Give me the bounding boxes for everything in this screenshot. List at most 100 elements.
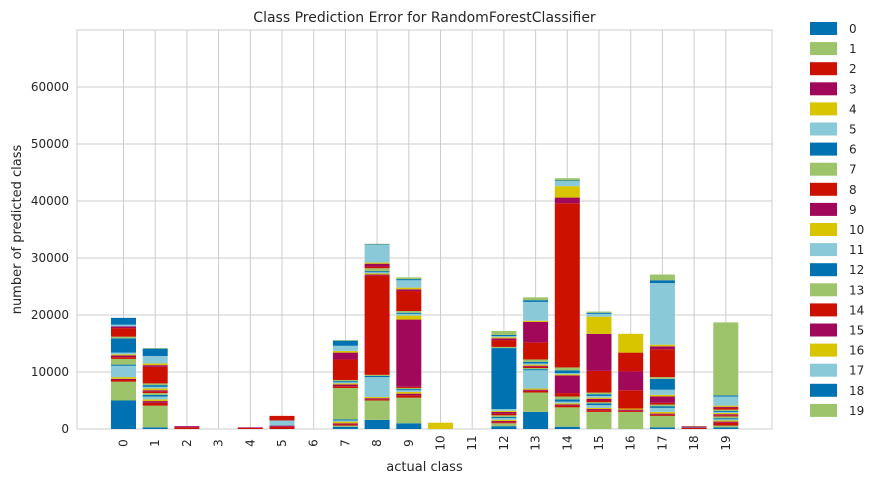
legend-swatch bbox=[810, 102, 837, 116]
bar-segment-class-19-pred-11 bbox=[713, 411, 739, 414]
bar-segment-class-13-pred-17 bbox=[523, 301, 549, 321]
bar-segment-class-19-pred-15 bbox=[713, 406, 739, 408]
x-tick-label: 19 bbox=[719, 435, 733, 450]
x-tick-labels: 0 1 2 3 4 5 6 7 8 9 10 11 12 13 14 15 16 17 18 19 bbox=[117, 435, 733, 450]
bar-segment-class-8-pred-16 bbox=[364, 262, 390, 264]
bar-segment-class-8-pred-15 bbox=[364, 263, 390, 267]
legend-label: 16 bbox=[849, 344, 864, 358]
legend-label: 17 bbox=[849, 364, 864, 378]
bar-segment-class-18-pred-8 bbox=[681, 426, 707, 427]
bar-segment-class-14-pred-15 bbox=[554, 197, 580, 204]
bar-segment-class-15-pred-3 bbox=[586, 409, 612, 411]
bar-segment-class-17-pred-3 bbox=[649, 413, 675, 415]
bar-segment-class-13-pred-14 bbox=[523, 342, 549, 360]
legend-swatch bbox=[810, 263, 837, 277]
bar-segment-class-9-pred-2 bbox=[396, 395, 422, 398]
bar-segment-class-0-pred-13 bbox=[111, 336, 136, 339]
bar-segment-class-7-pred-6 bbox=[332, 419, 358, 421]
bar-segment-class-14-pred-6 bbox=[554, 399, 580, 402]
bar-segment-class-7-pred-8 bbox=[332, 386, 358, 388]
legend-label: 9 bbox=[849, 203, 857, 217]
bar-segment-class-12-pred-13 bbox=[491, 346, 517, 349]
x-tick-label: 14 bbox=[560, 435, 574, 450]
x-tick-label: 3 bbox=[212, 439, 226, 447]
bar-segment-class-8-pred-9 bbox=[364, 274, 390, 276]
bar-segment-class-1-pred-12 bbox=[142, 385, 168, 387]
bar-segment-class-13-pred-18 bbox=[523, 300, 549, 302]
bar-segment-class-13-pred-6 bbox=[523, 369, 549, 371]
bar-segment-class-0-pred-9 bbox=[111, 355, 136, 358]
bar-segment-class-9-pred-14 bbox=[396, 291, 422, 312]
bar-segment-class-5-pred-2 bbox=[269, 426, 295, 429]
bar-segment-class-0-pred-11 bbox=[111, 352, 136, 355]
legend-swatch bbox=[810, 403, 837, 417]
bar-segment-class-1-pred-7 bbox=[142, 393, 168, 395]
bar-segment-class-12-pred-10 bbox=[491, 410, 517, 412]
bar-segment-class-7-pred-2 bbox=[332, 424, 358, 426]
bar-segment-class-17-pred-16 bbox=[649, 344, 675, 347]
bar-segment-class-8-pred-12 bbox=[364, 271, 390, 273]
bar-segment-class-9-pred-16 bbox=[396, 287, 422, 290]
bar-segment-class-2-pred-3 bbox=[174, 426, 200, 428]
x-tick-label: 2 bbox=[180, 439, 194, 447]
bar-segment-class-15-pred-10 bbox=[586, 397, 612, 399]
bar-segment-class-16-pred-9 bbox=[618, 371, 644, 391]
bar-segment-class-9-pred-7 bbox=[396, 387, 422, 390]
bar-segment-class-14-pred-9 bbox=[554, 375, 580, 394]
bar-segment-class-1-pred-0 bbox=[142, 427, 168, 429]
bar-segment-class-1-pred-1 bbox=[142, 405, 168, 428]
bar-segment-class-13-pred-9 bbox=[523, 365, 549, 367]
bar-segment-class-1-pred-18 bbox=[142, 348, 168, 357]
bar-segment-class-0-pred-6 bbox=[111, 364, 136, 366]
bar-segment-class-17-pred-8 bbox=[649, 402, 675, 405]
bar-segment-class-7-pred-0 bbox=[332, 426, 358, 429]
bar-segment-class-15-pred-14 bbox=[586, 370, 612, 393]
bar-segment-class-15-pred-13 bbox=[586, 392, 612, 395]
y-tick-label: 10000 bbox=[31, 365, 69, 379]
bar-segment-class-19-pred-16 bbox=[713, 405, 739, 407]
x-tick-label: 15 bbox=[592, 435, 606, 450]
bar-segment-class-13-pred-0 bbox=[523, 411, 549, 429]
bar-segment-class-8-pred-8 bbox=[364, 275, 390, 375]
legend-label: 15 bbox=[849, 324, 864, 338]
bar-segment-class-13-pred-8 bbox=[523, 366, 549, 369]
bar-segment-class-17-pred-5 bbox=[649, 407, 675, 412]
bar-segment-class-13-pred-7 bbox=[523, 368, 549, 370]
legend-label: 14 bbox=[849, 303, 864, 317]
bar-segment-class-13-pred-10 bbox=[523, 364, 549, 366]
bar-segment-class-0-pred-10 bbox=[111, 354, 136, 356]
bar-segment-class-1-pred-3 bbox=[142, 401, 168, 403]
bar-segment-class-7-pred-7 bbox=[332, 387, 358, 420]
bar-segment-class-16-pred-4 bbox=[618, 408, 644, 410]
bar-segment-class-16-pred-14 bbox=[618, 352, 644, 372]
bar-segment-class-19-pred-5 bbox=[713, 419, 739, 421]
bar-segment-class-13-pred-19 bbox=[523, 297, 549, 301]
bar-segment-class-8-pred-14 bbox=[364, 266, 390, 269]
x-tick-label: 1 bbox=[148, 439, 162, 447]
legend-label: 19 bbox=[849, 404, 864, 418]
bar-segment-class-12-pred-1 bbox=[491, 423, 517, 427]
bar-segment-class-14-pred-19 bbox=[554, 178, 580, 181]
bar-segment-class-9-pred-17 bbox=[396, 280, 422, 288]
bar-segment-class-17-pred-11 bbox=[649, 389, 675, 395]
bar-segment-class-7-pred-9 bbox=[332, 384, 358, 387]
bar-segment-class-0-pred-14 bbox=[111, 328, 136, 337]
bar-segment-class-9-pred-3 bbox=[396, 393, 422, 396]
bar-segment-class-19-pred-2 bbox=[713, 422, 739, 426]
x-tick-label: 18 bbox=[687, 435, 701, 450]
bar-segment-class-10-pred-10 bbox=[428, 422, 453, 425]
bar-segment-class-1-pred-11 bbox=[142, 386, 168, 389]
bar-segment-class-0-pred-12 bbox=[111, 338, 136, 353]
legend-label: 5 bbox=[849, 123, 857, 137]
bar-segment-class-7-pred-12 bbox=[332, 381, 358, 383]
bar-segment-class-0-pred-15 bbox=[111, 326, 136, 329]
y-tick-label: 30000 bbox=[31, 251, 69, 265]
bar-segment-class-17-pred-12 bbox=[649, 378, 675, 390]
bar-segment-class-13-pred-13 bbox=[523, 359, 549, 362]
bar-segment-class-5-pred-3 bbox=[269, 425, 295, 427]
bar-segment-class-19-pred-9 bbox=[713, 414, 739, 416]
bar-segment-class-7-pred-16 bbox=[332, 350, 358, 353]
bar-segment-class-9-pred-11 bbox=[396, 313, 422, 316]
bar-segment-class-9-pred-1 bbox=[396, 397, 422, 424]
bar-segment-class-13-pred-4 bbox=[523, 388, 549, 390]
